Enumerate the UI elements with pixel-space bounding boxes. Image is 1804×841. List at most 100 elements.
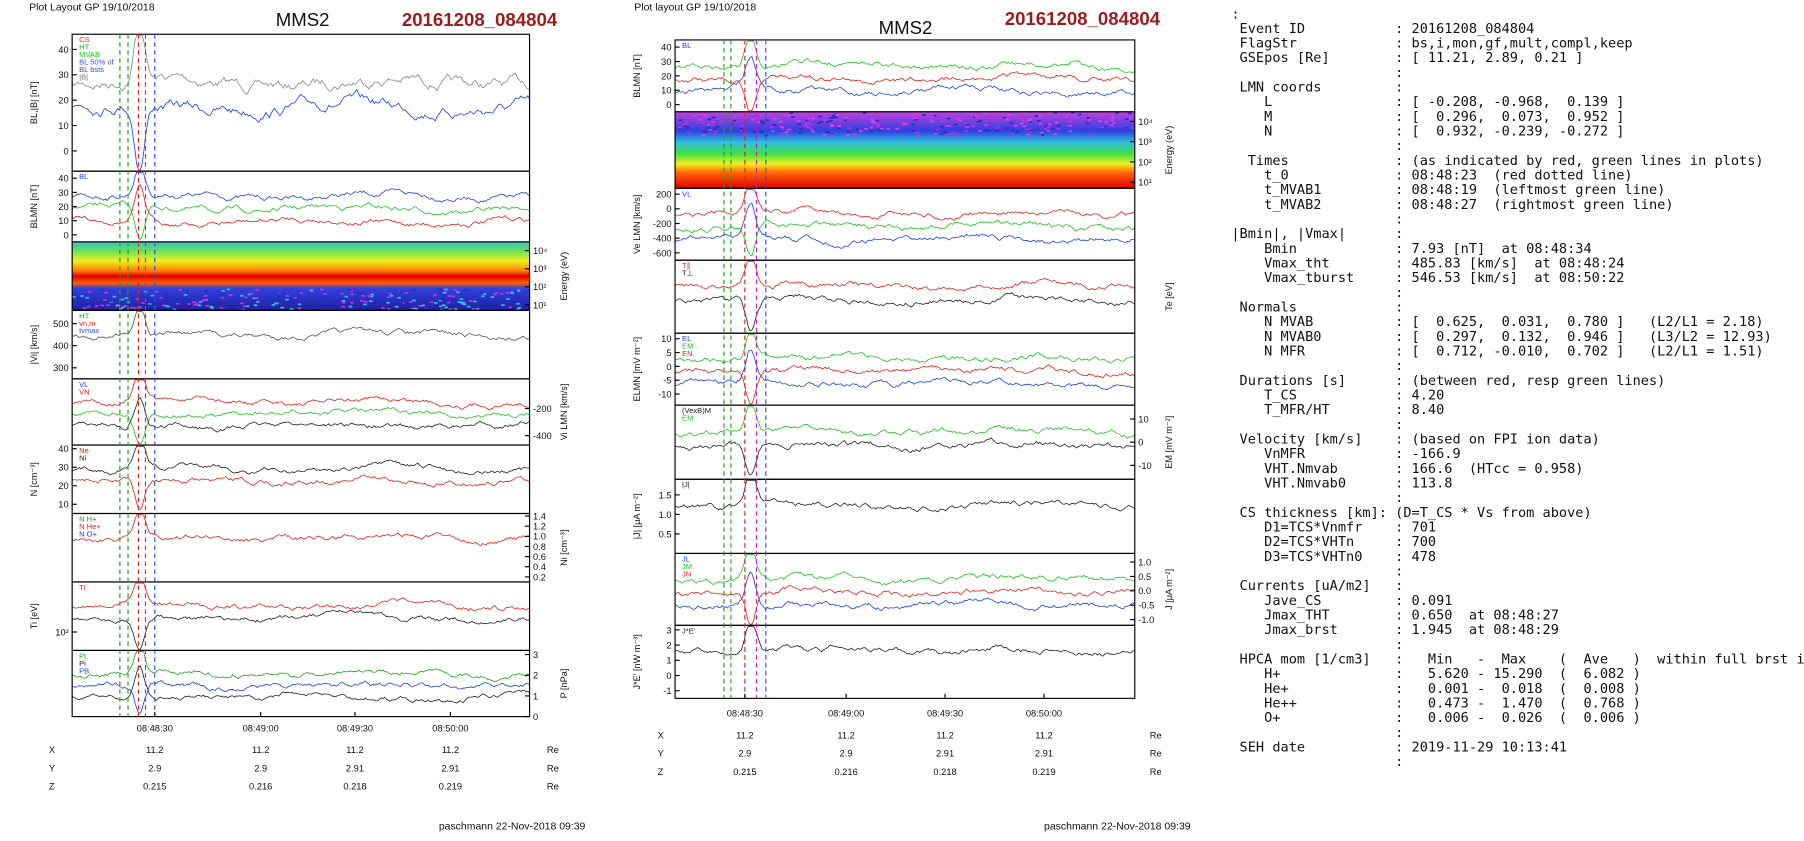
speckle: [940, 120, 945, 123]
speckle: [222, 307, 227, 310]
speckle: [104, 291, 108, 294]
speckle: [421, 304, 425, 307]
speckle: [1043, 128, 1048, 130]
legend-entry: BL bsts: [79, 65, 104, 74]
trace: [674, 480, 1135, 513]
speckle: [946, 117, 951, 120]
speckle: [221, 303, 226, 306]
speckle: [448, 308, 452, 311]
speckle: [739, 128, 743, 130]
coord-cell: 2.9: [840, 749, 853, 759]
speckle: [756, 121, 760, 124]
info-line: D2=TCS*VHTn : 700: [1231, 534, 1436, 550]
speckle: [789, 112, 793, 114]
trace: [71, 445, 530, 476]
speckle: [112, 295, 117, 298]
speckle: [140, 294, 145, 297]
speckle: [307, 300, 312, 303]
info-line: :: [1231, 358, 1403, 374]
speckle: [319, 288, 324, 291]
speckle: [170, 302, 175, 305]
speckle: [1028, 130, 1033, 133]
speckle: [1085, 122, 1089, 125]
speckle: [761, 122, 765, 124]
speckle: [809, 128, 814, 131]
speckle: [124, 297, 129, 299]
legend-entry: (VexB)M: [682, 406, 711, 415]
coord-cell: Y: [658, 749, 664, 759]
speckle: [816, 122, 821, 124]
speckle: [121, 306, 125, 309]
speckle: [201, 299, 205, 302]
speckle: [1005, 127, 1010, 130]
coord-cell: Re: [1150, 749, 1162, 759]
speckle: [886, 127, 891, 130]
y-tick-label: 40: [58, 45, 68, 55]
speckle: [805, 119, 809, 122]
speckle: [787, 114, 791, 117]
speckle: [914, 118, 918, 121]
trace: [71, 88, 530, 171]
speckle: [821, 119, 826, 122]
y-tick-label: -400: [653, 234, 672, 244]
speckle: [983, 112, 988, 115]
info-line: VHT.Nmvab : 166.6 (HTcc = 0.958): [1231, 461, 1583, 477]
speckle: [713, 128, 717, 130]
trace: [674, 219, 1135, 257]
panel: 10 0 -10 EM [mV m⁻²] (VexB)MEM: [674, 404, 1174, 480]
info-line: |Bmin|, |Vmax| :: [1231, 226, 1403, 242]
panel: 200 0 -200 -400 -600 Ve LMN [km/s] VL: [632, 187, 1136, 261]
speckle: [1077, 113, 1082, 116]
legend-entry: tvmax: [79, 326, 99, 335]
speckle: [1029, 134, 1034, 137]
y-tick-label: 1.5: [659, 490, 672, 500]
speckle: [819, 120, 824, 123]
info-line: Event ID : 20161208_084804: [1231, 21, 1534, 37]
speckle: [719, 121, 724, 123]
speckle: [393, 299, 397, 302]
y-tick-label: -5: [663, 376, 671, 386]
speckle: [255, 289, 260, 291]
speckle: [115, 301, 120, 304]
panel-frame: [71, 309, 531, 380]
speckle: [974, 115, 978, 118]
speckle: [478, 298, 483, 301]
speckle: [172, 308, 177, 311]
info-line: N MVAB : [ 0.625, 0.031, 0.780 ] (L2/L1 …: [1231, 314, 1763, 330]
y-tick-label: 0: [666, 204, 671, 214]
panel: -1 0 1 2 3 J*E' [nW m⁻³] J*E': [632, 624, 1136, 699]
speckle: [826, 121, 830, 124]
speckle: [516, 290, 521, 292]
legend-entry: EN: [682, 349, 693, 358]
speckle: [338, 307, 343, 309]
speckle: [74, 304, 79, 307]
coord-cell: 0.216: [249, 782, 272, 792]
speckle: [826, 114, 831, 117]
coord-cell: 2.9: [254, 763, 267, 773]
speckle: [451, 295, 455, 298]
speckle: [1015, 131, 1019, 134]
y-tick-label: 1.0: [659, 510, 672, 520]
speckle: [803, 125, 808, 127]
speckle: [773, 118, 777, 120]
y-tick-label: 30: [661, 57, 671, 67]
speckle: [115, 305, 119, 308]
speckle: [1070, 113, 1074, 116]
speckle: [835, 114, 839, 116]
speckle: [460, 302, 465, 305]
speckle: [516, 308, 521, 311]
speckle: [290, 291, 294, 293]
speckle: [433, 294, 438, 296]
legend-entry: EM: [682, 342, 693, 351]
speckle: [869, 126, 874, 129]
y-axis-label: BLMN [nT]: [632, 54, 642, 98]
y-tick-label: 30: [58, 188, 68, 198]
legend-entry: BL: [79, 172, 88, 181]
y-tick-label: 10: [661, 334, 671, 344]
speckle: [875, 119, 879, 122]
speckle: [1021, 119, 1025, 122]
speckle: [516, 302, 520, 305]
trace: [675, 189, 1135, 221]
